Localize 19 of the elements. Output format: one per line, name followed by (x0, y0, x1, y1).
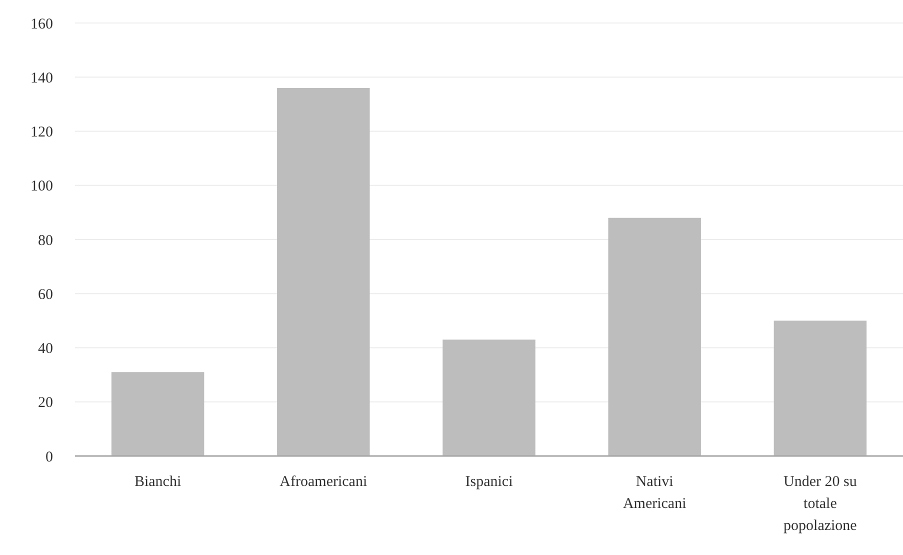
x-tick-label: Bianchi (134, 474, 182, 490)
x-tick-label: Under 20 su totale popolazione (784, 474, 858, 534)
y-tick-label: 40 (38, 341, 53, 357)
y-tick-label: 0 (46, 449, 53, 466)
x-tick-label: Ispanici (465, 474, 513, 490)
bar (442, 340, 536, 456)
x-tick-label: Afroamericani (280, 474, 368, 490)
bar (111, 372, 204, 456)
bar (774, 320, 867, 456)
y-tick-label: 100 (30, 178, 53, 195)
y-tick-label: 160 (30, 16, 53, 32)
bar (608, 218, 701, 456)
y-tick-label: 140 (30, 70, 53, 86)
y-tick-label: 20 (38, 395, 53, 412)
y-tick-label: 120 (30, 124, 53, 140)
bar (277, 88, 370, 456)
x-tick-label: Nativi Americani (622, 474, 686, 512)
y-tick-label: 60 (38, 286, 53, 303)
y-tick-label: 80 (38, 232, 53, 249)
